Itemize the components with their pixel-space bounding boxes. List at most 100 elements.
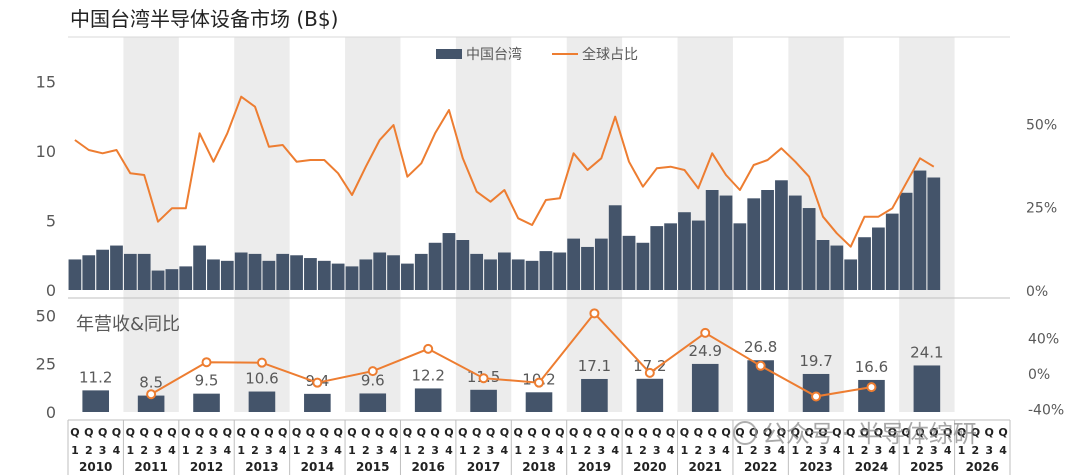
yoy-marker bbox=[700, 327, 711, 338]
quarter-bar bbox=[345, 266, 359, 290]
quarter-number: 1 bbox=[625, 444, 633, 457]
year-label: 2025 bbox=[910, 460, 943, 474]
quarter-bar bbox=[359, 259, 373, 290]
quarter-bar bbox=[290, 255, 303, 290]
quarter-letter: Q bbox=[624, 426, 633, 439]
annual-bar bbox=[636, 378, 664, 412]
quarter-letter: Q bbox=[375, 426, 384, 439]
quarter-number: 4 bbox=[667, 444, 675, 457]
quarter-bar bbox=[775, 180, 788, 290]
quarter-bar bbox=[442, 233, 456, 290]
quarter-number: 3 bbox=[819, 444, 827, 457]
quarter-letter: Q bbox=[430, 426, 439, 439]
quarter-number: 4 bbox=[833, 444, 841, 457]
quarter-number: 4 bbox=[722, 444, 730, 457]
bottom-y2-tick: 40% bbox=[1028, 331, 1059, 347]
quarter-number: 2 bbox=[639, 444, 647, 457]
annual-bar bbox=[137, 395, 165, 412]
quarter-bar bbox=[165, 269, 179, 290]
annual-bar-label: 17.2 bbox=[633, 357, 666, 375]
quarter-number: 1 bbox=[514, 444, 522, 457]
quarter-letter: Q bbox=[236, 426, 245, 439]
quarter-number: 4 bbox=[888, 444, 896, 457]
quarter-letter: Q bbox=[181, 426, 190, 439]
quarter-letter: Q bbox=[98, 426, 107, 439]
quarter-letter: Q bbox=[971, 426, 980, 439]
quarter-letter: Q bbox=[458, 426, 467, 439]
quarter-letter: Q bbox=[223, 426, 232, 439]
quarter-bar bbox=[830, 245, 844, 290]
quarter-bar bbox=[650, 226, 664, 290]
quarter-letter: Q bbox=[126, 426, 135, 439]
yoy-line bbox=[150, 311, 872, 398]
quarter-letter: Q bbox=[888, 426, 897, 439]
quarter-letter: Q bbox=[306, 426, 315, 439]
quarter-letter: Q bbox=[500, 426, 509, 439]
quarter-letter: Q bbox=[541, 426, 550, 439]
quarter-number: 1 bbox=[570, 444, 578, 457]
legend-line-label: 全球占比 bbox=[582, 46, 638, 63]
year-label: 2012 bbox=[190, 460, 223, 474]
quarter-letter: Q bbox=[707, 426, 716, 439]
quarter-letter: Q bbox=[804, 426, 813, 439]
quarter-letter: Q bbox=[874, 426, 883, 439]
quarter-number: 3 bbox=[487, 444, 495, 457]
annual-bar bbox=[359, 393, 387, 412]
quarter-number: 2 bbox=[528, 444, 536, 457]
quarter-number: 4 bbox=[611, 444, 619, 457]
quarter-number: 1 bbox=[404, 444, 412, 457]
yoy-marker bbox=[866, 382, 877, 393]
quarter-number: 4 bbox=[334, 444, 342, 457]
chart-title: 中国台湾半导体设备市场 (B$) bbox=[70, 7, 338, 31]
quarter-bar bbox=[387, 255, 400, 290]
quarter-number: 1 bbox=[71, 444, 79, 457]
quarter-bar bbox=[428, 242, 442, 290]
quarter-letter: Q bbox=[943, 426, 952, 439]
quarter-number: 3 bbox=[154, 444, 162, 457]
year-label: 2017 bbox=[467, 460, 500, 474]
quarter-letter: Q bbox=[389, 426, 398, 439]
year-band bbox=[455, 37, 512, 412]
quarter-number: 3 bbox=[99, 444, 107, 457]
quarter-bar bbox=[401, 263, 414, 290]
quarter-bar bbox=[539, 251, 553, 290]
year-label: 2010 bbox=[79, 460, 112, 474]
quarter-bar bbox=[844, 259, 858, 290]
quarter-letter: Q bbox=[167, 426, 176, 439]
quarter-bar bbox=[691, 220, 705, 290]
quarter-number: 4 bbox=[999, 444, 1007, 457]
quarter-bar bbox=[913, 170, 927, 290]
watermark: 公众号 · 半导体综研 bbox=[762, 420, 977, 448]
quarter-letter: Q bbox=[915, 426, 924, 439]
quarter-letter: Q bbox=[195, 426, 204, 439]
quarter-number: 3 bbox=[320, 444, 328, 457]
quarter-letter: Q bbox=[361, 426, 370, 439]
quarter-letter: Q bbox=[444, 426, 453, 439]
quarter-bar bbox=[193, 245, 206, 290]
quarter-number: 3 bbox=[265, 444, 273, 457]
quarter-bar bbox=[68, 259, 82, 290]
quarter-bar bbox=[608, 205, 622, 290]
quarter-letter: Q bbox=[901, 426, 910, 439]
quarter-bar bbox=[123, 253, 137, 290]
annual-bar bbox=[470, 389, 497, 412]
quarter-bar bbox=[622, 235, 636, 290]
year-label: 2020 bbox=[633, 460, 666, 474]
yoy-marker bbox=[312, 377, 323, 388]
year-band bbox=[234, 37, 290, 412]
annual-bar-label: 17.1 bbox=[578, 357, 611, 375]
bottom-y-tick: 0 bbox=[46, 403, 56, 422]
quarter-number: 3 bbox=[542, 444, 550, 457]
quarter-number: 4 bbox=[944, 444, 952, 457]
quarter-letter: Q bbox=[611, 426, 620, 439]
top-y-tick: 10 bbox=[36, 142, 56, 161]
quarter-bar bbox=[885, 213, 899, 290]
quarter-letter: Q bbox=[791, 426, 800, 439]
quarter-letter: Q bbox=[292, 426, 301, 439]
quarter-letter: Q bbox=[417, 426, 426, 439]
quarter-number: 2 bbox=[417, 444, 425, 457]
bottom-y-tick: 25 bbox=[36, 355, 56, 374]
yoy-marker bbox=[478, 373, 489, 384]
quarter-number: 1 bbox=[791, 444, 799, 457]
